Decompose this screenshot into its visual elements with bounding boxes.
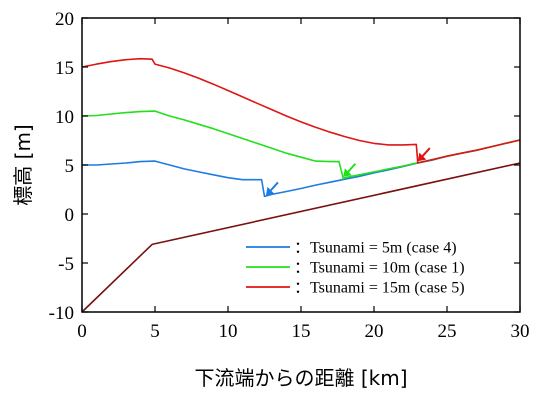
x-axis-title: 下流端からの距離 [km]: [194, 366, 407, 390]
x-tick-label: 25: [438, 321, 457, 342]
x-tick-label: 15: [292, 321, 311, 342]
x-tick-label: 0: [77, 321, 87, 342]
legend-item-2: ：Tsunami = 10m (case 1): [246, 260, 465, 277]
y-tick-label: 15: [55, 58, 74, 79]
legend: ：Tsunami = 5m (case 4) ：Tsunami = 10m (ca…: [246, 240, 465, 297]
y-tick-label: 20: [55, 9, 74, 30]
legend-label: ：Tsunami = 15m (case 5): [294, 280, 465, 297]
y-tick-label: -5: [58, 254, 74, 275]
series-line-3: [81, 57, 521, 164]
x-tick-label: 20: [365, 321, 384, 342]
series-line-4: [81, 162, 521, 313]
arrow-annotations: [265, 147, 431, 196]
arrow-annotation-1: [265, 181, 279, 196]
x-tick-label: 5: [150, 321, 160, 342]
arrow-annotation-3: [417, 147, 431, 162]
y-ticks: -10 -5 0 5 10 15 20: [49, 9, 520, 324]
series-line-1: [82, 139, 521, 198]
x-tick-label: 10: [219, 321, 238, 342]
x-ticks: 0 5 10 15 20 25 30: [77, 18, 530, 342]
y-axis-title: 標高 [m]: [11, 124, 35, 205]
legend-item-3: ：Tsunami = 15m (case 5): [246, 280, 465, 297]
x-tick-label: 30: [511, 321, 530, 342]
y-tick-label: 5: [65, 156, 75, 177]
plot-lines: [81, 57, 521, 313]
legend-label: ：Tsunami = 5m (case 4): [294, 240, 457, 257]
y-tick-label: 0: [65, 205, 75, 226]
legend-item-1: ：Tsunami = 5m (case 4): [246, 240, 457, 257]
y-tick-label: -10: [49, 303, 74, 324]
arrow-annotation-2: [343, 163, 357, 177]
legend-label: ：Tsunami = 10m (case 1): [294, 260, 465, 277]
y-tick-label: 10: [55, 107, 74, 128]
